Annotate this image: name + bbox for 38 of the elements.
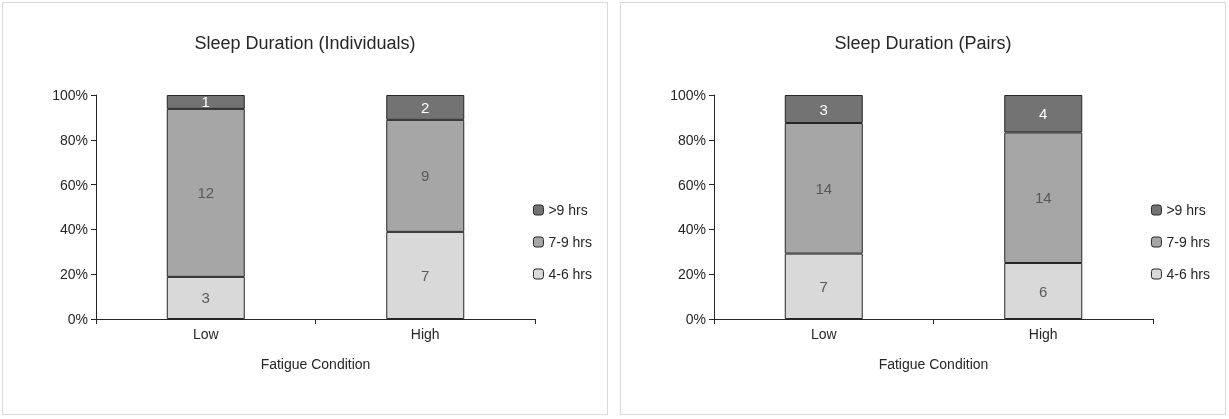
legend-label: >9 hrs [548,202,588,218]
chart-title: Sleep Duration (Pairs) [834,33,1012,53]
y-tick-label: 60% [677,176,706,193]
legend-label: 4-6 hrs [1166,266,1211,282]
y-tick-label: 100% [52,87,88,103]
x-tick-label: Low [192,326,220,342]
x-axis-title: Fatigue Condition [878,356,989,372]
y-tick-label: 0% [67,311,88,327]
y-tick-label: 80% [59,131,88,148]
y-tick-label: 20% [59,266,88,283]
x-tick-label: High [410,326,440,342]
x-axis-title: Fatigue Condition [260,356,371,372]
y-tick-label: 40% [677,221,706,238]
annotation: 2 [421,98,430,116]
y-tick-label: 60% [59,176,88,193]
annotation: 3 [819,100,828,118]
legend-label: 7-9 hrs [548,234,593,250]
x-tick-label: Low [810,326,838,342]
y-tick-label: 40% [59,221,88,238]
annotation: 9 [421,167,430,185]
x-tick-label: High [1028,326,1058,342]
y-tick-label: 100% [670,87,706,103]
annotation: 12 [197,184,215,202]
y-tick-label: 80% [677,131,706,148]
annotation: 7 [421,266,430,284]
annotation: 14 [815,179,833,197]
annotation: 6 [1039,282,1048,300]
annotation: 4 [1039,105,1048,123]
y-tick-label: 20% [677,266,706,283]
chart-title: Sleep Duration (Individuals) [194,33,416,53]
annotation: 1 [201,93,210,111]
y-tick-label: 0% [685,311,706,327]
legend-label: 4-6 hrs [548,266,593,282]
annotation: 3 [201,289,210,307]
legend-label: 7-9 hrs [1166,234,1211,250]
legend-label: >9 hrs [1166,202,1206,218]
annotation: 14 [1034,189,1052,207]
annotation: 7 [819,277,828,295]
